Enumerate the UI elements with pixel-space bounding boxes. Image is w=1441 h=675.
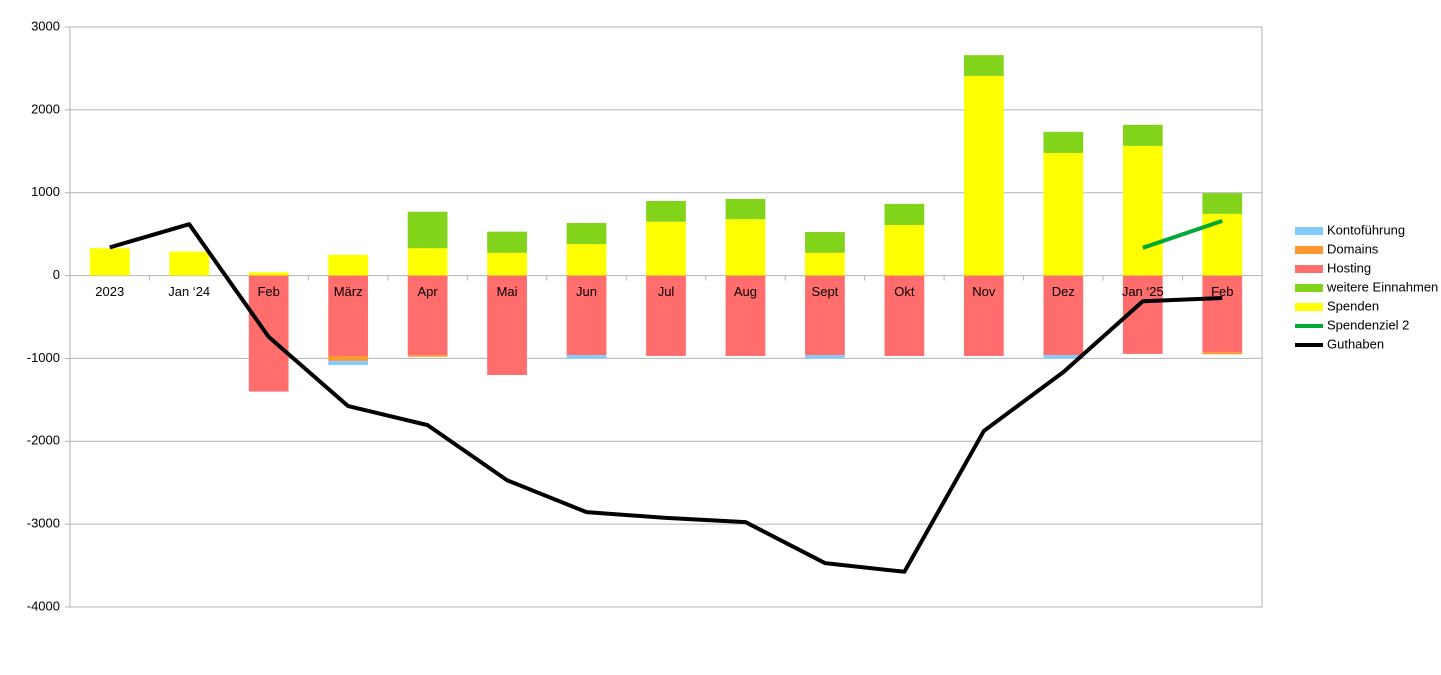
bar [1202, 352, 1243, 355]
legend-swatch [1295, 246, 1323, 254]
legend-label: Kontoführung [1327, 222, 1405, 237]
bar [407, 248, 448, 276]
bar [805, 252, 845, 276]
x-tick-label: Dez [1052, 284, 1075, 299]
legend-label: Hosting [1327, 260, 1371, 275]
bar [964, 75, 1004, 276]
legend-label: Domains [1327, 241, 1379, 256]
bar [407, 355, 448, 357]
bar [1043, 152, 1084, 276]
bar [646, 275, 686, 356]
bar [805, 232, 845, 253]
x-tick-label: Jun [576, 284, 597, 299]
bar [646, 201, 686, 222]
legend-label: Guthaben [1327, 336, 1384, 351]
y-tick-label: -1000 [27, 350, 60, 365]
y-tick-label: -2000 [27, 433, 60, 448]
legend-swatch [1295, 284, 1323, 292]
bar [805, 275, 845, 356]
bar [1043, 355, 1084, 359]
bar [566, 222, 607, 245]
bar [487, 252, 527, 276]
bar [169, 251, 210, 276]
bar [1043, 131, 1084, 153]
y-tick-label: -3000 [27, 516, 60, 531]
bar [884, 275, 925, 356]
bar [964, 275, 1004, 356]
bar [407, 211, 448, 249]
bar [725, 275, 766, 356]
y-tick-label: 1000 [31, 184, 60, 199]
bar [566, 244, 607, 276]
y-tick-label: 3000 [31, 18, 60, 33]
bar [407, 275, 448, 356]
x-tick-label: Nov [972, 284, 996, 299]
bar [725, 198, 766, 220]
line [1142, 218, 1223, 250]
x-tick-label: Sept [812, 284, 839, 299]
bar [964, 55, 1004, 76]
bar [89, 248, 130, 276]
bar [1122, 145, 1163, 276]
legend-label: Spenden [1327, 298, 1379, 313]
legend-label: Spendenziel 2 [1327, 317, 1409, 332]
x-tick-label: Jul [658, 284, 675, 299]
x-tick-label: Aug [734, 284, 757, 299]
bar [566, 355, 607, 359]
bar [328, 275, 368, 356]
bar [487, 231, 527, 253]
bar [487, 275, 527, 375]
bar [328, 355, 368, 361]
x-tick-label: 2023 [95, 284, 124, 299]
legend-swatch [1295, 227, 1323, 235]
x-tick-label: Jan ‘24 [168, 284, 210, 299]
bar [1122, 124, 1163, 146]
bar [1202, 275, 1243, 353]
bar [1043, 275, 1084, 356]
x-tick-label: Feb [257, 284, 279, 299]
bar [1202, 193, 1243, 214]
bar [328, 360, 368, 366]
bar [248, 272, 289, 276]
bar [884, 203, 925, 226]
bar [884, 225, 925, 276]
bar [805, 355, 845, 359]
bar [725, 219, 766, 276]
bar [566, 275, 607, 356]
x-tick-label: Apr [417, 284, 438, 299]
x-tick-label: März [334, 284, 363, 299]
x-tick-label: Feb [1211, 284, 1233, 299]
y-tick-label: -4000 [27, 598, 60, 613]
y-tick-label: 0 [53, 267, 60, 282]
legend-swatch [1295, 265, 1323, 273]
x-tick-label: Mai [497, 284, 518, 299]
y-tick-label: 2000 [31, 101, 60, 116]
line [109, 222, 1223, 574]
bar [1202, 213, 1243, 276]
bar [328, 254, 368, 276]
x-tick-label: Okt [894, 284, 915, 299]
legend-swatch [1295, 303, 1323, 311]
legend-label: weitere Einnahmen [1326, 279, 1438, 294]
x-tick-label: Jan ‘25 [1122, 284, 1164, 299]
bar [646, 221, 686, 276]
